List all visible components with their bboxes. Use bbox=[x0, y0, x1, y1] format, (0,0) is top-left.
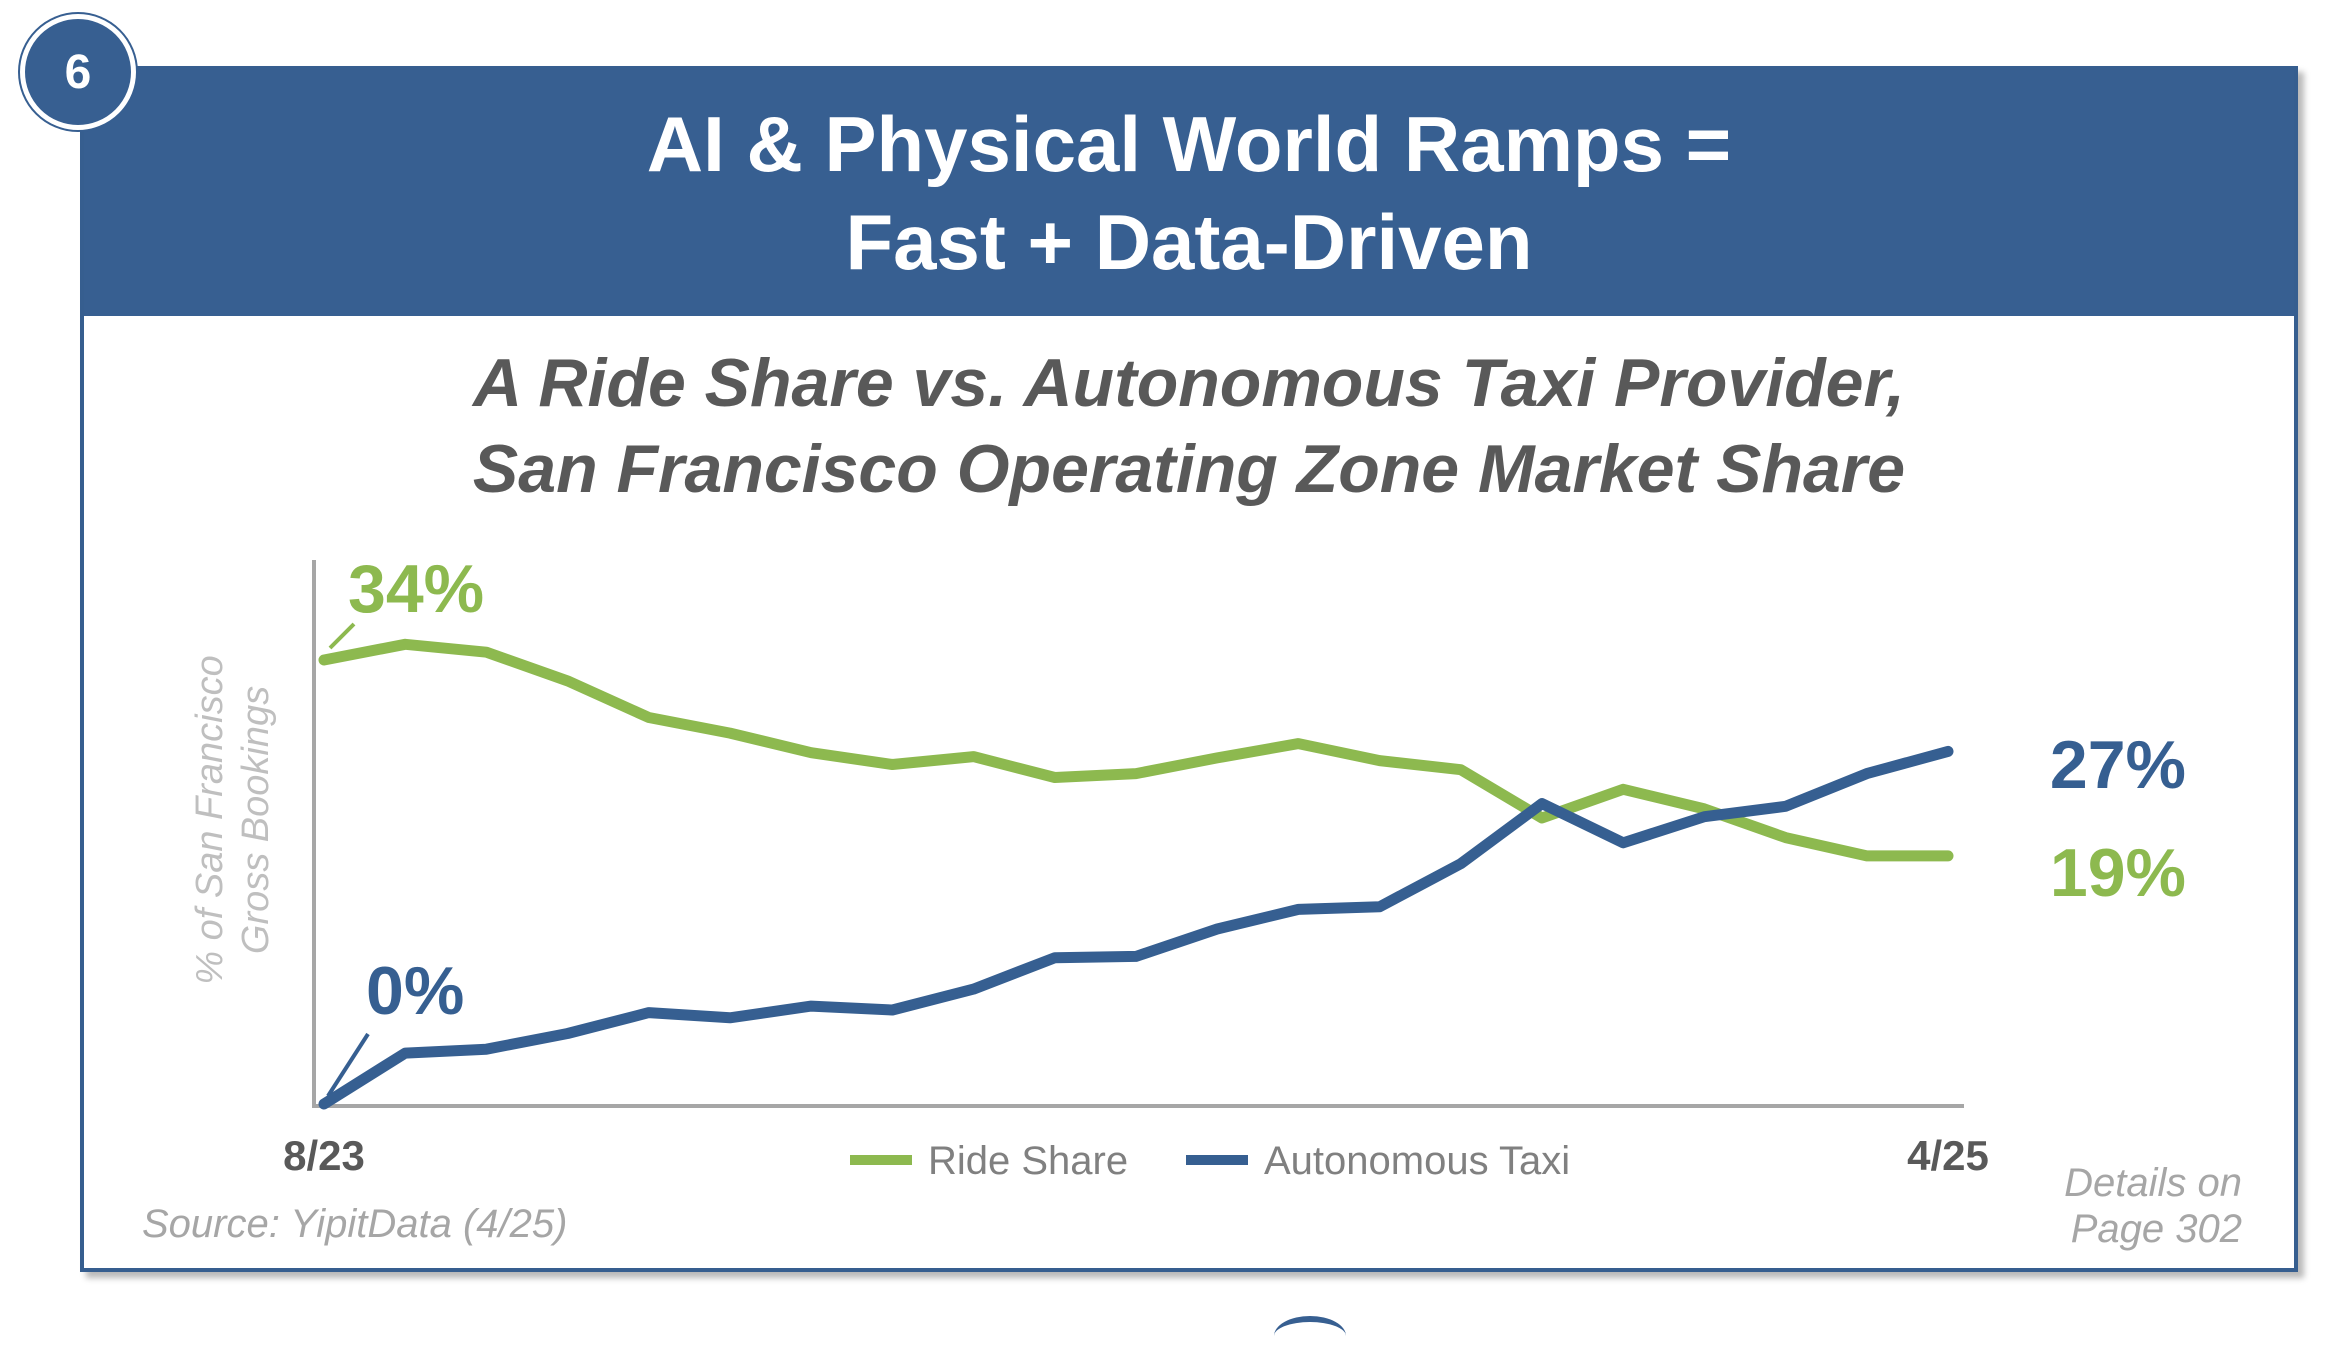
data-point bbox=[1866, 773, 1868, 775]
x-end-tick-label: 4/25 bbox=[1907, 1132, 1989, 1179]
data-point bbox=[323, 1103, 325, 1105]
y-axis-label: % of San Francisco Gross Bookings bbox=[189, 655, 277, 984]
data-point bbox=[1297, 908, 1299, 910]
data-point bbox=[648, 717, 650, 718]
data-point bbox=[973, 988, 975, 990]
chart-title: A Ride Share vs. Autonomous Taxi Provide… bbox=[80, 340, 2298, 512]
data-point bbox=[1297, 743, 1299, 745]
source-note: Source: YipitData (4/25) bbox=[142, 1202, 568, 1246]
market-share-chart: % of San Francisco Gross Bookings 34% 0% 2… bbox=[189, 551, 2186, 1183]
start-label-autonomous-taxi: 0% bbox=[366, 953, 464, 1029]
data-point bbox=[404, 1052, 406, 1054]
details-line1: Details on bbox=[2064, 1161, 2242, 1205]
data-point bbox=[567, 1033, 569, 1034]
data-point bbox=[1785, 805, 1787, 807]
data-point bbox=[810, 1005, 812, 1007]
y-axis-label-line1: % of San Francisco bbox=[189, 655, 231, 984]
data-point bbox=[1541, 817, 1543, 819]
data-point bbox=[891, 1009, 893, 1011]
end-label-autonomous-taxi: 27% bbox=[2050, 727, 2186, 803]
data-point bbox=[729, 1017, 731, 1019]
header-title-line2: Fast + Data-Driven bbox=[845, 198, 1533, 286]
data-point bbox=[1947, 855, 1949, 857]
data-point bbox=[1703, 808, 1705, 810]
data-point bbox=[1947, 750, 1949, 752]
slide-number-badge: 6 bbox=[20, 14, 136, 130]
data-point bbox=[1622, 842, 1624, 844]
data-point bbox=[1216, 928, 1218, 930]
chart-title-line1: A Ride Share vs. Autonomous Taxi Provide… bbox=[472, 345, 1906, 421]
data-point bbox=[1460, 769, 1462, 771]
data-point bbox=[485, 651, 487, 653]
x-start-tick-label: 8/23 bbox=[283, 1132, 365, 1179]
y-axis-label-line2: Gross Bookings bbox=[235, 686, 277, 954]
series-line-ride-share bbox=[318, 638, 1954, 862]
data-point bbox=[1866, 855, 1868, 857]
data-point bbox=[810, 752, 812, 754]
data-point bbox=[648, 1012, 650, 1014]
page-indicator-arc bbox=[1274, 1316, 1346, 1356]
data-point bbox=[1379, 906, 1381, 908]
data-point bbox=[1135, 955, 1137, 957]
data-point bbox=[973, 756, 975, 758]
data-point bbox=[1054, 777, 1056, 778]
start-label-leader-autonomous-taxi bbox=[326, 1032, 370, 1098]
legend-autonomous-taxi-label: Autonomous Taxi bbox=[1264, 1139, 1570, 1183]
data-point bbox=[1541, 803, 1543, 805]
legend: Ride Share Autonomous Taxi bbox=[850, 1139, 1570, 1183]
data-point bbox=[1054, 957, 1056, 959]
header-title-line1: AI & Physical World Ramps = bbox=[646, 100, 1732, 188]
data-point bbox=[323, 659, 325, 661]
details-line2: Page 302 bbox=[2070, 1207, 2242, 1251]
data-point bbox=[891, 764, 893, 765]
data-point bbox=[404, 643, 406, 645]
data-point bbox=[1216, 757, 1218, 759]
data-point bbox=[1135, 773, 1137, 775]
data-point bbox=[485, 1048, 487, 1050]
start-label-leader-ride-share bbox=[328, 622, 356, 650]
data-point bbox=[1785, 837, 1787, 839]
data-point bbox=[1460, 863, 1462, 865]
end-label-ride-share: 19% bbox=[2050, 835, 2186, 911]
slide-card: AI & Physical World Ramps = Fast + Data-… bbox=[80, 66, 2298, 1272]
data-point bbox=[567, 680, 569, 682]
chart-title-line2: San Francisco Operating Zone Market Shar… bbox=[472, 431, 1906, 507]
data-point bbox=[1622, 788, 1624, 790]
header-banner: AI & Physical World Ramps = Fast + Data-… bbox=[84, 70, 2294, 316]
data-point bbox=[1703, 816, 1705, 818]
start-label-ride-share: 34% bbox=[348, 551, 484, 627]
details-note: Details on Page 302 bbox=[2064, 1160, 2242, 1252]
data-point bbox=[729, 732, 731, 734]
legend-ride-share-label: Ride Share bbox=[928, 1139, 1128, 1183]
data-point bbox=[1379, 760, 1381, 762]
